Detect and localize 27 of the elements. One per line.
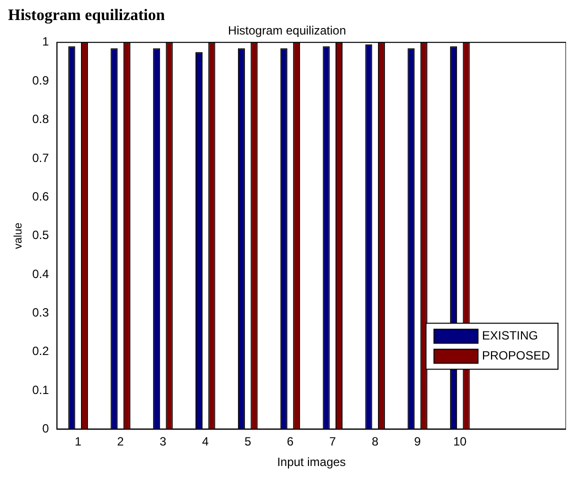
x-tick-label: 3 bbox=[160, 434, 167, 449]
legend-label: PROPOSED bbox=[482, 348, 550, 363]
y-tick-label: 0.4 bbox=[32, 266, 50, 281]
x-tick-label: 9 bbox=[414, 434, 422, 449]
y-tick-label: 0.9 bbox=[32, 73, 50, 88]
y-tick-label: 0.5 bbox=[32, 228, 50, 242]
y-tick-label: 0.1 bbox=[32, 382, 50, 397]
x-tick-label: 10 bbox=[453, 434, 467, 449]
y-tick-label: 0.2 bbox=[32, 344, 50, 358]
x-tick-label: 1 bbox=[74, 434, 82, 449]
y-axis-title: value bbox=[12, 222, 25, 249]
x-tick-label: 4 bbox=[202, 434, 210, 449]
x-axis-title: Input images bbox=[277, 455, 346, 470]
y-tick-label: 0.3 bbox=[32, 305, 50, 320]
x-tick-label: 8 bbox=[372, 434, 379, 449]
y-tick-label: 1 bbox=[42, 34, 50, 49]
y-tick-label: 0.8 bbox=[32, 112, 50, 126]
x-tick-label: 6 bbox=[286, 434, 294, 449]
y-tick-label: 0.6 bbox=[32, 189, 50, 204]
y-tick-label: 0 bbox=[42, 422, 50, 436]
x-tick-label: 2 bbox=[117, 434, 124, 449]
legend-label: EXISTING bbox=[482, 328, 538, 343]
x-tick-label: 5 bbox=[244, 434, 252, 449]
chart-title: Histogram equilization bbox=[228, 24, 346, 38]
x-tick-label: 7 bbox=[329, 434, 336, 449]
text: Histogram equilization bbox=[8, 7, 166, 24]
y-tick-label: 0.7 bbox=[32, 150, 50, 165]
